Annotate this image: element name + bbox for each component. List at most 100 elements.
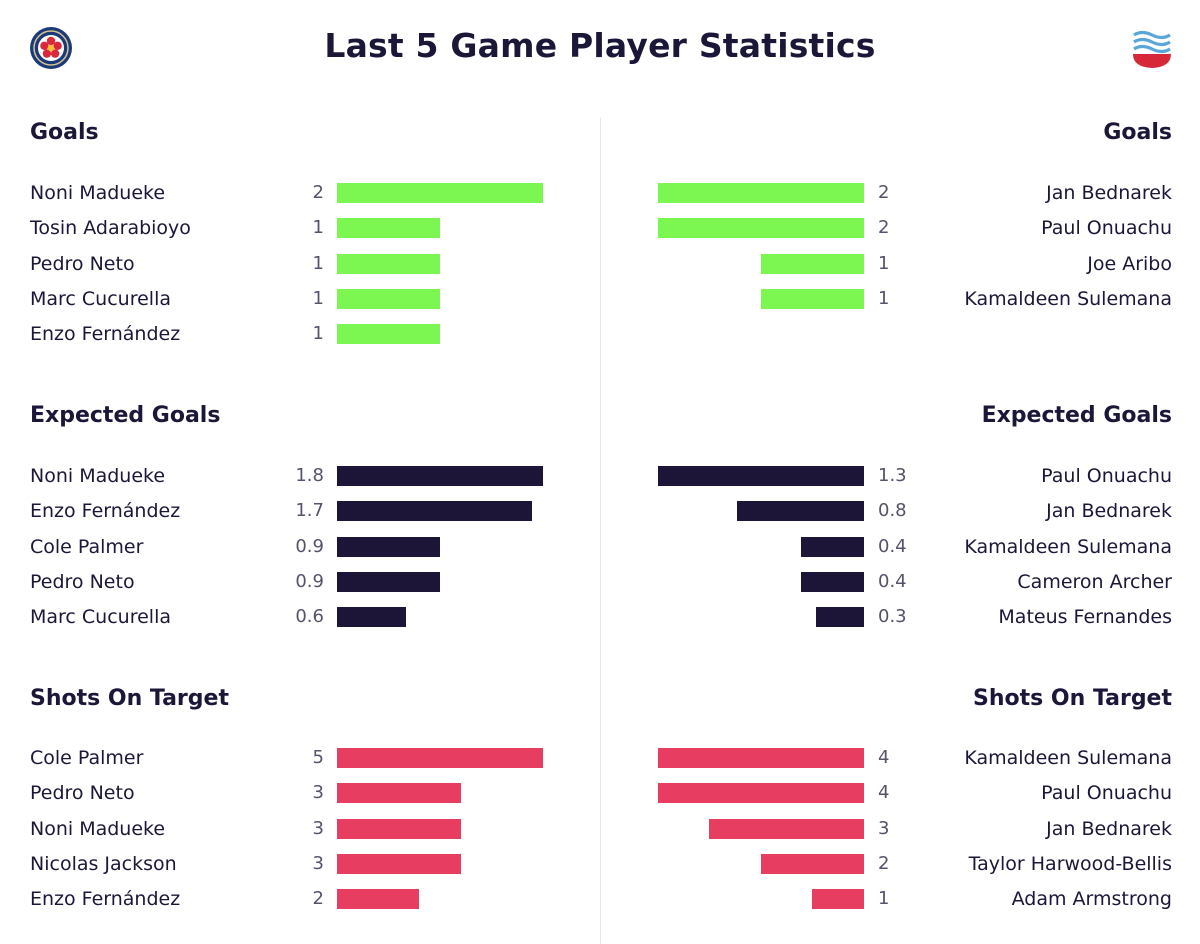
stat-bar — [737, 501, 864, 522]
player-name: Jan Bednarek — [1046, 182, 1172, 204]
player-name: Paul Onuachu — [1041, 217, 1172, 240]
section-title-shots-on-target: Shots On Target — [973, 686, 1172, 711]
stat-value: 2 — [878, 852, 890, 874]
stat-value: 1.8 — [295, 465, 324, 486]
stat-value: 5 — [312, 747, 324, 768]
player-row: Enzo Fernández 1 — [0, 321, 600, 347]
player-name: Enzo Fernández — [30, 500, 181, 523]
player-name: Marc Cucurella — [30, 287, 171, 310]
stat-value: 1 — [878, 287, 890, 309]
chelsea-crest-icon — [29, 26, 73, 70]
player-name: Marc Cucurella — [30, 606, 171, 629]
player-row: Noni Madueke 3 — [0, 816, 600, 842]
stat-value: 4 — [878, 747, 890, 768]
player-name: Pedro Neto — [30, 782, 135, 805]
stat-bar — [337, 853, 461, 874]
stat-value: 1 — [312, 252, 324, 274]
player-name: Tosin Adarabioyo — [30, 217, 191, 240]
player-name: Jan Bednarek — [1046, 817, 1172, 840]
player-row: Paul Onuachu 2 — [600, 215, 1200, 241]
stat-bar — [816, 607, 864, 628]
player-name: Enzo Fernández — [30, 888, 181, 911]
player-row: Mateus Fernandes 0.3 — [600, 604, 1200, 630]
player-name: Cole Palmer — [30, 535, 144, 558]
player-name: Adam Armstrong — [1011, 888, 1172, 911]
stat-bar — [761, 253, 864, 274]
stat-bar — [337, 607, 406, 628]
stat-bar — [709, 818, 864, 839]
player-row: Paul Onuachu 1.3 — [600, 463, 1200, 489]
stat-value: 0.8 — [878, 500, 907, 522]
stat-value: 1 — [312, 323, 324, 345]
player-row: Pedro Neto 0.9 — [0, 569, 600, 595]
stat-value: 0.9 — [295, 535, 324, 557]
player-row: Joe Aribo 1 — [600, 251, 1200, 277]
stat-value: 1 — [878, 888, 890, 910]
stat-bar — [337, 183, 543, 203]
stat-value: 2 — [312, 182, 324, 203]
stat-bar — [337, 218, 440, 239]
player-row: Jan Bednarek 0.8 — [600, 498, 1200, 524]
stat-bar — [658, 466, 864, 486]
player-name: Cole Palmer — [30, 747, 144, 769]
stat-bar — [337, 748, 543, 768]
stat-bar — [658, 748, 864, 768]
stat-value: 1 — [312, 287, 324, 309]
stat-bar — [812, 889, 864, 910]
player-row: Taylor Harwood-Bellis 2 — [600, 851, 1200, 877]
player-name: Paul Onuachu — [1041, 782, 1172, 805]
player-row: Cole Palmer 0.9 — [0, 534, 600, 560]
player-row: Enzo Fernández 2 — [0, 886, 600, 912]
stat-bar — [337, 571, 440, 592]
player-row: Paul Onuachu 4 — [600, 780, 1200, 806]
player-row: Jan Bednarek 3 — [600, 816, 1200, 842]
player-name: Noni Madueke — [30, 182, 166, 204]
stat-bar — [658, 783, 864, 804]
stat-value: 0.4 — [878, 535, 907, 557]
player-row: Noni Madueke 2 — [0, 180, 600, 206]
right-team-panel: Goals Jan Bednarek 2 Paul Onuachu 2 Joe Arib… — [600, 0, 1200, 944]
stat-bar — [337, 818, 461, 839]
stat-value: 1.3 — [878, 465, 907, 486]
player-name: Jan Bednarek — [1046, 500, 1172, 523]
player-name: Joe Aribo — [1087, 252, 1172, 275]
stat-value: 2 — [878, 182, 890, 203]
player-name: Kamaldeen Sulemana — [964, 535, 1172, 558]
player-name: Kamaldeen Sulemana — [964, 287, 1172, 310]
player-row: Kamaldeen Sulemana 0.4 — [600, 534, 1200, 560]
section-title-goals: Goals — [1103, 120, 1172, 145]
player-name: Taylor Harwood-Bellis — [968, 852, 1172, 875]
player-name: Paul Onuachu — [1041, 465, 1172, 487]
stat-bar — [761, 853, 864, 874]
player-name: Pedro Neto — [30, 570, 135, 593]
stat-value: 3 — [878, 817, 890, 839]
stat-value: 0.6 — [295, 606, 324, 628]
player-name: Nicolas Jackson — [30, 852, 177, 875]
stat-bar — [337, 466, 543, 486]
player-row: Cole Palmer 5 — [0, 745, 600, 771]
stat-bar — [337, 783, 461, 804]
stat-value: 1 — [312, 217, 324, 239]
player-row: Noni Madueke 1.8 — [0, 463, 600, 489]
player-row: Tosin Adarabioyo 1 — [0, 215, 600, 241]
player-name: Mateus Fernandes — [998, 606, 1172, 629]
player-row: Marc Cucurella 1 — [0, 286, 600, 312]
player-row: Pedro Neto 3 — [0, 780, 600, 806]
stat-value: 0.4 — [878, 570, 907, 592]
player-name: Noni Madueke — [30, 817, 166, 840]
player-name: Kamaldeen Sulemana — [964, 747, 1172, 769]
stat-value: 2 — [312, 888, 324, 910]
stat-bar — [337, 253, 440, 274]
player-name: Cameron Archer — [1017, 570, 1172, 593]
southampton-crest-icon — [1130, 27, 1174, 71]
stat-bar — [761, 288, 864, 309]
section-title-expected-goals: Expected Goals — [30, 403, 221, 428]
stat-bar — [801, 536, 864, 557]
stat-bar — [337, 288, 440, 309]
left-team-panel: Goals Noni Madueke 2 Tosin Adarabioyo 1 Pedr… — [0, 120, 600, 912]
stat-value: 3 — [312, 852, 324, 874]
section-title-shots-on-target: Shots On Target — [30, 686, 229, 711]
player-row: Pedro Neto 1 — [0, 251, 600, 277]
section-title-goals: Goals — [30, 120, 99, 145]
player-row: Nicolas Jackson 3 — [0, 851, 600, 877]
